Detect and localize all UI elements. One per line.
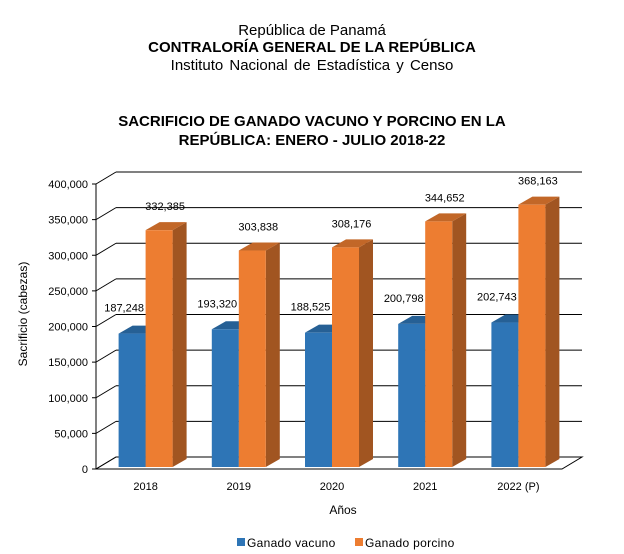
x-tick-label: 2020 <box>320 481 344 493</box>
bar-side <box>359 239 373 467</box>
legend-item-ganado-porcino: Ganado porcino <box>355 536 455 550</box>
y-tick-label: 150,000 <box>48 357 88 369</box>
y-axis-label: Sacrificio (cabezas) <box>16 262 30 367</box>
chart-floor <box>94 456 584 470</box>
bar-front <box>211 329 239 467</box>
bar-front <box>145 230 173 467</box>
bar-side <box>172 222 187 467</box>
data-label: 368,163 <box>518 176 558 188</box>
bar-front <box>518 204 546 467</box>
bar-top <box>332 239 373 248</box>
bar-side <box>265 242 280 467</box>
bar-front <box>238 250 266 467</box>
header-department: Instituto Nacional de Estadística y Cens… <box>170 57 454 74</box>
y-tick-label: 100,000 <box>48 393 88 405</box>
header-country: República de Panamá <box>238 22 386 39</box>
gridline-depth <box>95 207 117 221</box>
x-tick-label: 2019 <box>227 481 251 493</box>
y-tick-label: 300,000 <box>48 250 88 262</box>
y-tick-label: 0 <box>82 464 88 476</box>
chart-title-line2: REPÚBLICA: ENERO - JULIO 2018-22 <box>178 132 446 149</box>
bar-side <box>452 213 467 467</box>
bar-front <box>332 247 359 467</box>
x-tick-label: 2018 <box>133 481 157 493</box>
y-tick-labels: 0 50,000 100,000 150,000 200,000 250,000 300,0… <box>48 179 88 476</box>
y-tick-label: 400,000 <box>48 179 88 191</box>
legend-label: Ganado porcino <box>365 536 455 550</box>
bar-top <box>518 196 560 205</box>
bar-ganado-porcino-2022P <box>518 196 560 467</box>
gridline-depth <box>95 314 117 327</box>
y-tick-label: 250,000 <box>48 286 88 298</box>
legend: Ganado vacuno Ganado porcino <box>237 536 455 550</box>
y-tick-label: 350,000 <box>48 215 88 227</box>
bar-side <box>545 196 560 467</box>
legend-item-ganado-vacuno: Ganado vacuno <box>237 536 336 550</box>
gridline-depth <box>95 278 117 292</box>
bar-front <box>305 332 332 467</box>
data-label: 344,652 <box>425 192 465 204</box>
data-label: 193,320 <box>197 298 237 310</box>
gridline-depth <box>95 171 117 185</box>
x-tick-label: 2021 <box>413 481 437 493</box>
bar-ganado-porcino-2018 <box>145 222 187 467</box>
legend-label: Ganado vacuno <box>247 536 336 550</box>
bars <box>118 196 560 467</box>
data-label: 188,525 <box>291 302 331 314</box>
x-tick-labels: 2018 2019 2020 2021 2022 (P) <box>133 481 539 493</box>
data-label: 303,838 <box>238 222 278 234</box>
gridline-depth <box>95 385 117 399</box>
y-tick-label: 50,000 <box>54 428 88 440</box>
data-label: 200,798 <box>384 293 424 305</box>
data-label: 332,385 <box>145 201 185 213</box>
x-axis-label: Años <box>329 503 356 517</box>
chart-title-line1: SACRIFICIO DE GANADO VACUNO Y PORCINO EN… <box>118 113 506 130</box>
bar-top <box>425 213 467 222</box>
data-label: 202,743 <box>477 292 517 304</box>
data-label: 187,248 <box>104 303 144 315</box>
bar-front <box>118 333 146 467</box>
x-tick-label: 2022 (P) <box>497 481 539 493</box>
y-tick-label: 200,000 <box>48 322 88 334</box>
bar-ganado-porcino-2021 <box>425 213 467 467</box>
header-institution: CONTRALORÍA GENERAL DE LA REPÚBLICA <box>148 39 476 56</box>
bar-ganado-porcino-2019 <box>238 242 280 467</box>
bar-top <box>238 242 280 251</box>
bar-front <box>398 323 426 467</box>
gridline-depth <box>95 242 117 256</box>
data-labels: 187,248 332,385 193,320 303,838 188,525 308,1… <box>104 176 558 315</box>
axes <box>92 183 584 470</box>
bar-ganado-porcino-2020 <box>332 239 373 467</box>
bar-front <box>425 221 453 467</box>
bar-top <box>145 222 187 231</box>
gridline-depth <box>95 420 117 434</box>
gridline-depth <box>95 349 117 363</box>
data-label: 308,176 <box>332 218 372 230</box>
legend-swatch <box>355 538 363 546</box>
bar-front <box>491 322 519 467</box>
legend-swatch <box>237 538 245 546</box>
